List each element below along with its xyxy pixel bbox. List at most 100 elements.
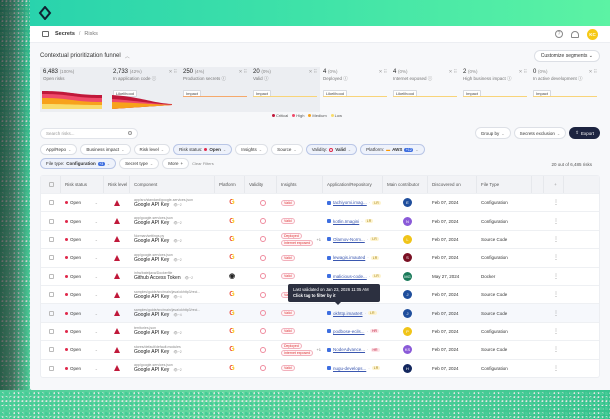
valid-icon[interactable] — [260, 199, 266, 206]
secrets-exclusion-dropdown[interactable]: Secrets exclusion ⌄ — [513, 127, 567, 139]
column-header[interactable]: File Type — [477, 176, 532, 193]
row-checkbox[interactable] — [49, 255, 54, 261]
risk-status-dropdown[interactable]: Open ⌄ — [61, 292, 104, 297]
valid-icon[interactable] — [260, 291, 266, 298]
column-header[interactable]: Validity — [245, 176, 277, 193]
column-header[interactable]: Risk status — [61, 176, 104, 193]
row-checkbox[interactable] — [49, 273, 54, 279]
contributor-avatar[interactable]: MG — [403, 271, 412, 281]
add-column-button[interactable]: + — [544, 176, 564, 193]
repo-link[interactable]: lewagis.imauted — [333, 255, 366, 261]
risk-status-dropdown[interactable]: Open ⌄ — [61, 274, 104, 279]
funnel-segment[interactable]: 0 (0%) In active development ⓘ Impact ✕ ⠿ — [530, 67, 600, 112]
row-menu-icon[interactable]: ⋮ — [553, 292, 559, 299]
column-header[interactable]: Insights — [277, 176, 323, 193]
funnel-segment[interactable]: 250 (4%) Production secrets ⓘ Impact ✕ ⠿ — [180, 67, 250, 112]
row-checkbox[interactable] — [49, 310, 54, 316]
component-cell[interactable]: infra/bateljava/Dockerfile Github Access … — [134, 271, 194, 282]
component-cell[interactable]: app/google-services.json Google API Key 👁~… — [134, 252, 182, 263]
repo-link[interactable]: NodeAdvance... — [333, 347, 366, 353]
funnel-segment[interactable]: 4 (0%) Internet exposed ⓘ Likelihood ✕ ⠿ — [390, 67, 460, 112]
insight-tag[interactable]: Internet exposed — [281, 350, 314, 357]
segment-controls[interactable]: ✕ ⠿ — [308, 69, 317, 74]
insight-tag[interactable]: Valid — [281, 199, 295, 206]
insight-tag[interactable]: Valid — [281, 310, 295, 317]
logo-icon[interactable] — [38, 6, 52, 20]
segment-controls[interactable]: ✕ ⠿ — [588, 69, 597, 74]
filter-business-impact[interactable]: Business impact ⌄ — [80, 144, 131, 155]
row-menu-icon[interactable]: ⋮ — [553, 218, 559, 225]
contributor-avatar[interactable]: E — [403, 198, 412, 208]
valid-icon[interactable] — [260, 365, 266, 372]
column-header[interactable]: Platform — [215, 176, 245, 193]
repo-link[interactable]: malicious-code... — [333, 273, 367, 279]
risk-status-dropdown[interactable]: Open ⌄ — [61, 311, 104, 316]
component-cell[interactable]: app/google-services.json Google API Key 👁~… — [134, 216, 182, 227]
bell-icon[interactable] — [571, 30, 579, 38]
risk-status-dropdown[interactable]: Open ⌄ — [61, 200, 104, 205]
more-insights[interactable]: +1 — [316, 347, 321, 353]
repo-link[interactable]: kotlin.Imagini — [333, 218, 360, 224]
help-icon[interactable]: ? — [555, 30, 563, 38]
customize-segments-button[interactable]: Customize segments ⌄ — [533, 50, 600, 62]
insight-tag[interactable]: Valid — [281, 254, 295, 261]
segment-controls[interactable]: ✕ ⠿ — [378, 69, 387, 74]
contributor-avatar[interactable]: N — [403, 216, 412, 226]
valid-icon[interactable] — [260, 273, 266, 280]
funnel-segment[interactable]: 6,483 (100%) Open risks — [40, 67, 110, 112]
table-row[interactable]: Open ⌄ Norman/settings.py Google API Key 👁~… — [41, 229, 599, 248]
row-menu-icon[interactable]: ⋮ — [553, 328, 559, 335]
table-row[interactable]: Open ⌄ stores/default/default.modules Goog… — [41, 340, 599, 358]
table-row[interactable]: Open ⌄ app/google-services.json Google API… — [41, 211, 599, 229]
component-cell[interactable]: Norman/settings.py Google API Key 👁~2 — [134, 234, 182, 245]
funnel-segment[interactable]: 2,733 (42%) In application code ⓘ Likelih… — [110, 67, 180, 112]
contributor-avatar[interactable]: J — [403, 290, 412, 300]
column-header[interactable]: Risk level — [104, 176, 130, 193]
select-all-checkbox[interactable] — [49, 182, 54, 187]
contributor-avatar[interactable]: S — [403, 253, 412, 263]
valid-icon[interactable] — [260, 236, 266, 243]
filter-file-type[interactable]: File type: Configuration +3 ⌄ — [40, 158, 117, 169]
valid-icon[interactable] — [260, 310, 266, 317]
table-row[interactable]: Open ⌄ samples/guide/src/main/java/okhttp… — [41, 303, 599, 322]
column-header[interactable]: Application/Repository — [323, 176, 383, 193]
insight-tag[interactable]: Valid — [281, 273, 295, 280]
row-menu-icon[interactable]: ⋮ — [553, 310, 559, 317]
row-checkbox[interactable] — [49, 365, 54, 371]
more-filters-button[interactable]: More + — [162, 158, 190, 169]
filter-platform[interactable]: Platform: ▬ AWS +12 ⌄ — [360, 144, 425, 155]
filter-secret-type[interactable]: Secret type ⌄ — [119, 158, 160, 169]
export-button[interactable]: ⇪ Export — [569, 127, 600, 139]
repo-link[interactable]: okhttp.imaxtert — [333, 310, 363, 316]
filter-risk-level[interactable]: Risk level ⌄ — [133, 144, 171, 155]
component-cell[interactable]: samples/guide/src/main/java/okhttp3/reci… — [134, 289, 201, 300]
row-menu-icon[interactable]: ⋮ — [553, 347, 559, 354]
valid-icon[interactable] — [260, 254, 266, 261]
row-checkbox[interactable] — [49, 328, 54, 334]
repo-link[interactable]: tachiyomi.imag... — [333, 200, 367, 206]
more-insights[interactable]: +1 — [316, 236, 321, 242]
row-menu-icon[interactable]: ⋮ — [553, 365, 559, 372]
repo-link[interactable]: podbose-ecils... — [333, 328, 365, 334]
filter-insights[interactable]: Insights ⌄ — [235, 144, 269, 155]
valid-icon[interactable] — [260, 328, 266, 335]
risk-status-dropdown[interactable]: Open ⌄ — [61, 366, 104, 371]
breadcrumb-secrets[interactable]: Secrets — [55, 31, 75, 37]
contributor-avatar[interactable]: L — [403, 234, 412, 244]
segment-controls[interactable]: ✕ ⠿ — [448, 69, 457, 74]
filter-source[interactable]: Source ⌄ — [271, 144, 303, 155]
row-checkbox[interactable] — [49, 200, 54, 206]
repo-link[interactable]: Olamov-Norm... — [333, 236, 365, 242]
valid-icon[interactable] — [260, 218, 266, 225]
column-header[interactable]: Component — [130, 176, 215, 193]
insight-tag[interactable]: Valid — [281, 218, 295, 225]
component-cell[interactable]: app/google-services.json Google API Key 👁~… — [134, 363, 182, 374]
column-header[interactable]: Discovered on — [428, 176, 477, 193]
group-by-dropdown[interactable]: Group by ⌄ — [474, 127, 511, 139]
table-row[interactable]: Open ⌄ app/src/standard/google-services.j… — [41, 193, 599, 211]
valid-icon[interactable] — [260, 346, 266, 353]
row-menu-icon[interactable]: ⋮ — [553, 200, 559, 207]
filter-app-repo[interactable]: App/Repo ⌄ — [40, 144, 78, 155]
chevron-up-icon[interactable]: ︿ — [124, 53, 130, 60]
table-row[interactable]: Open ⌄ app/google-services.json Google API… — [41, 248, 599, 266]
